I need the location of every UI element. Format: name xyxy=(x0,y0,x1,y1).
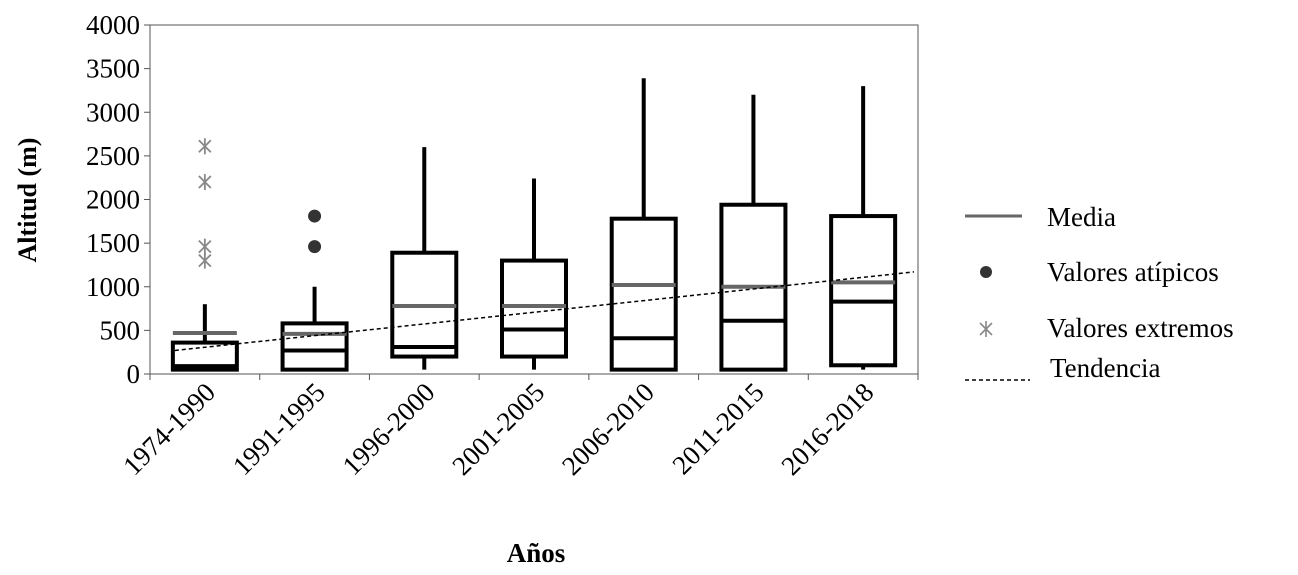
extreme-point xyxy=(198,238,212,255)
boxes-layer xyxy=(170,78,898,372)
legend-outlier-marker xyxy=(980,266,992,278)
x-tick-label: 2011-2015 xyxy=(666,377,769,480)
extreme-point xyxy=(198,138,212,155)
x-tick-label: 1996-2000 xyxy=(337,377,441,481)
box-body xyxy=(609,216,678,372)
legend-outlier-label: Valores atípicos xyxy=(1047,257,1219,287)
trend-layer xyxy=(174,271,915,352)
box-body xyxy=(280,321,349,372)
x-tick-label: 2001-2005 xyxy=(446,377,550,481)
x-tick-label: 1974-1990 xyxy=(117,377,221,481)
box-2011-2015 xyxy=(719,94,788,372)
y-tick-label: 3500 xyxy=(86,54,140,84)
legend-media-label: Media xyxy=(1047,202,1116,232)
extreme-point xyxy=(198,252,212,269)
y-axis: 0 500 1000 1500 2000 2500 3000 3500 4000 xyxy=(86,10,150,389)
y-tick-label: 4000 xyxy=(86,10,140,40)
y-tick-label: 500 xyxy=(100,315,141,345)
x-tick-label: 2016-2018 xyxy=(775,377,879,481)
y-tick-label: 3000 xyxy=(86,97,140,127)
legend-trend-label: Tendencia xyxy=(1050,353,1161,383)
outlier-point xyxy=(308,209,322,223)
points-layer xyxy=(198,138,322,269)
x-axis-label: Años xyxy=(507,538,566,568)
x-axis: 1974-1990 1991-1995 1996-2000 2001-2005 2006… xyxy=(117,374,919,481)
extreme-point xyxy=(198,174,212,191)
legend-extreme-label: Valores extremos xyxy=(1047,313,1234,343)
box-1974-1990 xyxy=(170,304,239,372)
box-2001-2005 xyxy=(500,178,568,370)
box-1996-2000 xyxy=(390,147,459,370)
y-axis-label: Altitud (m) xyxy=(13,138,42,263)
y-tick-label: 1000 xyxy=(86,272,140,302)
y-tick-label: 2500 xyxy=(86,141,140,171)
legend: Media Valores atípicos Valores extremos … xyxy=(965,202,1234,383)
box-2016-2018 xyxy=(829,86,898,370)
box-body xyxy=(500,258,568,359)
y-tick-label: 2000 xyxy=(86,185,140,215)
x-tick-label: 1991-1995 xyxy=(227,377,331,481)
box-2006-2010 xyxy=(609,78,678,372)
outlier-point xyxy=(308,240,322,254)
x-tick-label: 2006-2010 xyxy=(556,377,660,481)
box-body xyxy=(829,214,898,368)
y-tick-label: 0 xyxy=(127,359,141,389)
y-tick-label: 1500 xyxy=(86,228,140,258)
box-1991-1995 xyxy=(280,286,349,372)
legend-extreme-marker xyxy=(979,321,993,337)
trend-line xyxy=(174,271,915,352)
